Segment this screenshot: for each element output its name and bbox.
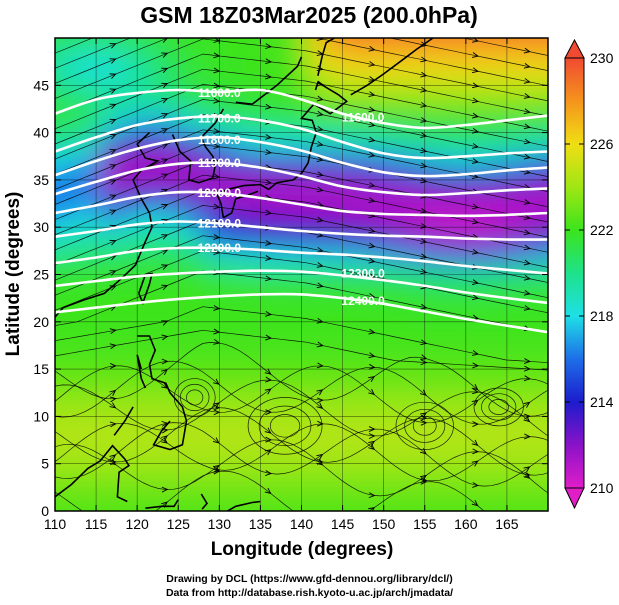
y-tick-label: 15 [33, 361, 49, 377]
y-axis: 0 5 10 15 20 25 30 35 40 45 [33, 77, 548, 519]
x-tick-label: 160 [454, 516, 478, 532]
y-tick-label: 10 [33, 408, 49, 424]
height-contour [55, 161, 548, 197]
contour-label: 12100.0 [198, 216, 242, 230]
x-tick-label: 135 [249, 516, 273, 532]
colorbar: 210 214 218 222 226 230 [564, 38, 614, 510]
coastline [136, 354, 147, 389]
height-contour [55, 190, 548, 218]
coastline [223, 190, 259, 219]
y-tick-label: 20 [33, 314, 49, 330]
coastline [171, 108, 225, 184]
x-tick-label: 125 [167, 516, 191, 532]
colorbar-upper-arrow [564, 38, 585, 59]
x-tick-label: 150 [372, 516, 396, 532]
coastline [55, 132, 160, 318]
y-tick-label: 35 [33, 172, 49, 188]
coastline [215, 81, 349, 218]
colorbar-lower-arrow [564, 487, 585, 510]
x-axis-label: Longitude (degrees) [211, 539, 394, 560]
x-tick-label: 145 [331, 516, 355, 532]
colorbar-tick-label: 214 [590, 394, 614, 410]
x-tick-label: 165 [495, 516, 519, 532]
coastline [145, 499, 179, 509]
coastline [350, 38, 434, 96]
coastline [137, 335, 188, 451]
x-tick-label: 110 [44, 516, 67, 532]
contour-label: 11600.0 [342, 110, 385, 124]
height-contours [55, 88, 548, 334]
height-contour [55, 292, 548, 334]
coastline [113, 406, 134, 436]
x-tick-label: 140 [290, 516, 314, 532]
height-contour [55, 220, 548, 241]
plot-area: 11600.0 11600.0 11700.0 11800.0 11900.0 12000… [55, 38, 548, 511]
coastline [227, 500, 261, 511]
y-tick-label: 45 [33, 77, 49, 93]
contour-label: 12200.0 [198, 241, 242, 255]
credit-data-source: Data from http://database.rish.kyoto-u.a… [165, 587, 454, 599]
colorbar-tick-label: 210 [590, 480, 614, 496]
contour-label: 11800.0 [198, 133, 241, 147]
y-axis-label: Latitude (degrees) [3, 192, 24, 357]
y-tick-label: 30 [33, 219, 49, 235]
y-tick-label: 40 [33, 125, 49, 141]
coastline [200, 493, 208, 510]
colorbar-tick-label: 226 [590, 136, 614, 152]
colorbar-body [564, 57, 585, 489]
height-contour [55, 135, 548, 178]
height-contour [55, 88, 548, 130]
contour-label: 12000.0 [198, 186, 242, 200]
contour-label: 11700.0 [198, 111, 241, 125]
colorbar-tick-label: 218 [590, 308, 614, 324]
height-contour [55, 115, 548, 160]
wind-streamlines [55, 38, 548, 511]
colorbar-tick-label: 230 [590, 50, 614, 66]
x-tick-label: 155 [413, 516, 437, 532]
y-tick-label: 0 [41, 503, 49, 519]
height-contour [55, 269, 548, 305]
height-contour [55, 246, 548, 275]
grid-lines [55, 38, 548, 511]
credit-dcl: Drawing by DCL (https://www.gfd-dennou.o… [166, 573, 453, 585]
chart-title: GSM 18Z03Mar2025 (200.0hPa) [140, 2, 478, 28]
contour-labels: 11600.0 11600.0 11700.0 11800.0 11900.0 12000… [198, 86, 385, 308]
x-tick-label: 120 [125, 516, 149, 532]
x-axis: 110 115 120 125 130 135 140 145 150 155 160 165 [44, 38, 519, 532]
contour-label: 11900.0 [198, 156, 241, 170]
contour-label: 12300.0 [341, 267, 385, 281]
contour-label: 11600.0 [198, 86, 241, 100]
x-tick-label: 130 [208, 516, 232, 532]
y-tick-label: 5 [41, 456, 49, 472]
x-tick-label: 115 [85, 516, 108, 532]
y-tick-label: 25 [33, 267, 49, 283]
contour-label: 12400.0 [341, 294, 385, 308]
temperature-field [55, 38, 548, 511]
colorbar-tick-label: 222 [590, 222, 614, 238]
